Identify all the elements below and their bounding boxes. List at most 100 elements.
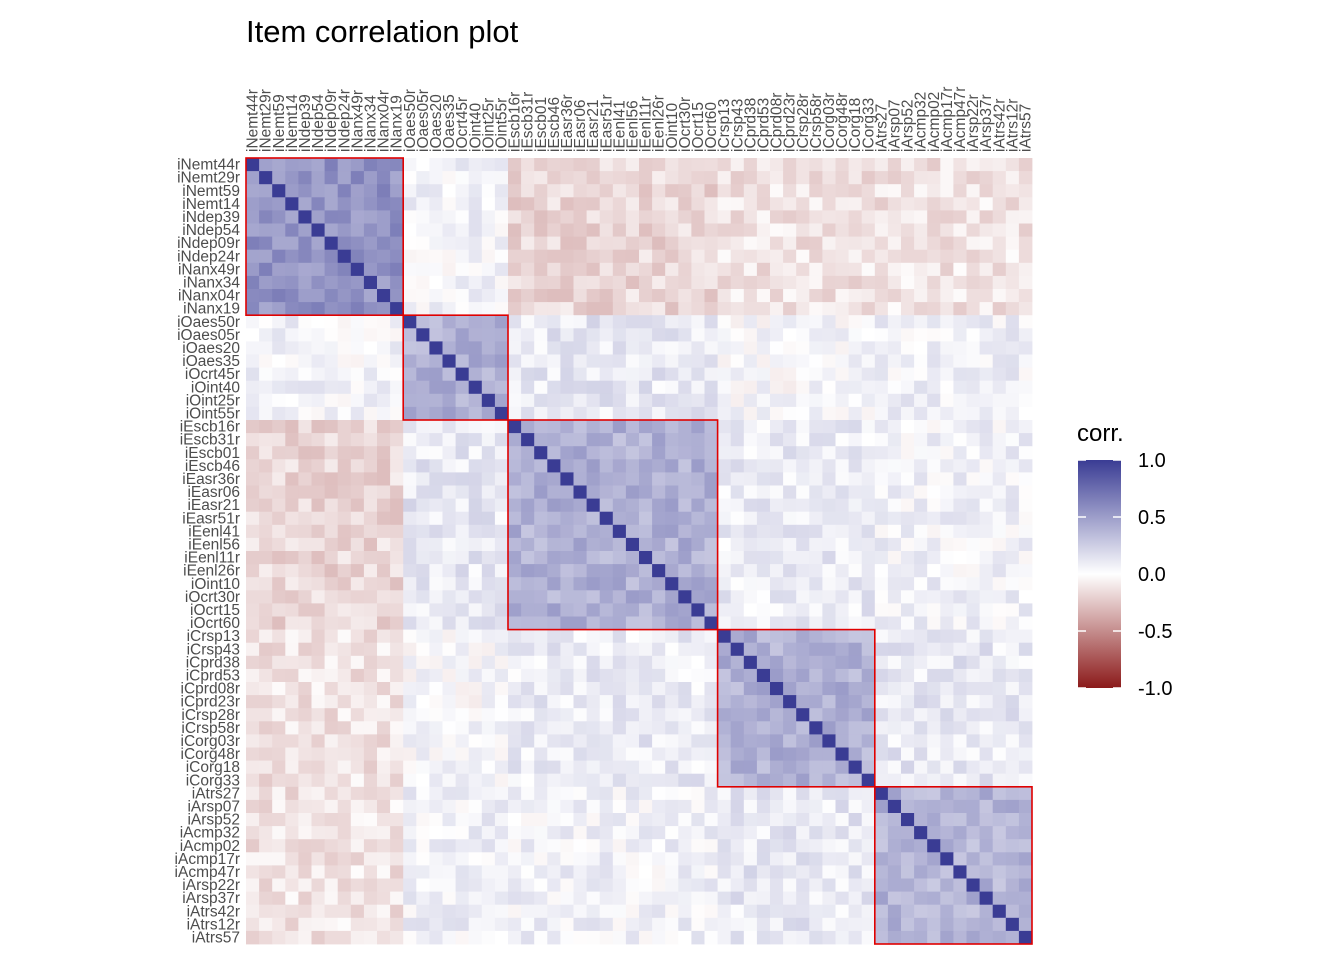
heatmap-cell bbox=[901, 210, 915, 224]
heatmap-cell bbox=[390, 341, 404, 355]
heatmap-cell bbox=[521, 773, 535, 788]
heatmap-cell bbox=[468, 682, 483, 696]
heatmap-cell bbox=[914, 721, 928, 735]
heatmap-cell bbox=[573, 184, 587, 198]
heatmap-cell bbox=[403, 655, 417, 670]
heatmap-cell bbox=[534, 511, 548, 526]
heatmap-cell bbox=[298, 590, 312, 604]
heatmap-cell bbox=[246, 852, 260, 866]
heatmap-cell bbox=[311, 459, 325, 473]
heatmap-cell bbox=[874, 472, 889, 486]
heatmap-cell bbox=[809, 616, 823, 630]
heatmap-cell bbox=[259, 655, 273, 670]
heatmap-cell bbox=[534, 459, 548, 473]
heatmap-cell bbox=[940, 878, 954, 892]
heatmap-cell bbox=[416, 577, 430, 591]
heatmap-cell bbox=[639, 328, 653, 342]
heatmap-cell bbox=[665, 406, 679, 421]
heatmap-cell bbox=[914, 524, 928, 539]
heatmap-cell bbox=[612, 668, 627, 683]
heatmap-cell bbox=[403, 262, 417, 277]
heatmap-cell bbox=[796, 616, 810, 630]
heatmap-cell bbox=[756, 367, 771, 382]
heatmap-cell bbox=[298, 930, 312, 945]
heatmap-cell bbox=[573, 747, 587, 761]
heatmap-cell bbox=[625, 158, 640, 172]
heatmap-cell bbox=[455, 655, 470, 670]
heatmap-cell bbox=[560, 564, 574, 578]
heatmap-cell bbox=[743, 930, 758, 945]
heatmap-cell bbox=[678, 354, 692, 368]
heatmap-cell bbox=[442, 773, 456, 788]
heatmap-cell bbox=[927, 551, 941, 565]
heatmap-cell bbox=[481, 537, 496, 552]
heatmap-cell bbox=[809, 917, 823, 932]
heatmap-cell bbox=[468, 367, 483, 382]
heatmap-cell bbox=[678, 590, 692, 604]
heatmap-cell bbox=[272, 341, 286, 355]
heatmap-cell bbox=[678, 420, 692, 434]
x-tick-label: iCprd08r bbox=[769, 93, 786, 152]
heatmap-cell bbox=[390, 315, 404, 329]
heatmap-cell bbox=[966, 917, 980, 932]
heatmap-cell bbox=[599, 171, 614, 185]
heatmap-cell bbox=[508, 786, 522, 801]
heatmap-cell bbox=[796, 184, 810, 198]
heatmap-cell bbox=[665, 354, 679, 368]
heatmap-cell bbox=[927, 406, 941, 421]
heatmap-cell bbox=[914, 223, 928, 237]
heatmap-cell bbox=[796, 839, 810, 853]
heatmap-cell bbox=[639, 262, 653, 277]
heatmap-cell bbox=[756, 393, 771, 408]
heatmap-cell bbox=[259, 249, 273, 264]
heatmap-cell bbox=[966, 721, 980, 735]
heatmap-cell bbox=[311, 773, 325, 788]
heatmap-cell bbox=[298, 511, 312, 526]
heatmap-cell bbox=[979, 590, 994, 604]
heatmap-cell bbox=[416, 904, 430, 919]
heatmap-cell bbox=[429, 433, 443, 447]
heatmap-cell bbox=[521, 603, 535, 617]
heatmap-cell bbox=[940, 655, 954, 670]
heatmap-cell bbox=[914, 380, 928, 395]
heatmap-cell bbox=[442, 668, 456, 683]
heatmap-cell bbox=[652, 786, 666, 801]
heatmap-cell bbox=[337, 786, 352, 801]
heatmap-cell bbox=[311, 537, 325, 552]
heatmap-cell bbox=[770, 406, 784, 421]
heatmap-cell bbox=[1005, 367, 1020, 382]
heatmap-cell bbox=[259, 367, 273, 382]
heatmap-cell bbox=[416, 433, 430, 447]
heatmap-cell bbox=[337, 682, 352, 696]
heatmap-cell bbox=[770, 590, 784, 604]
heatmap-cell bbox=[796, 302, 810, 316]
heatmap-cell bbox=[494, 826, 509, 840]
heatmap-cell bbox=[691, 511, 705, 526]
heatmap-cell bbox=[966, 826, 980, 840]
heatmap-cell bbox=[455, 406, 470, 421]
heatmap-cell bbox=[494, 799, 509, 814]
heatmap-cell bbox=[377, 184, 391, 198]
heatmap-cell bbox=[835, 891, 849, 906]
heatmap-cell bbox=[783, 642, 797, 657]
heatmap-cell bbox=[730, 210, 745, 224]
heatmap-cell bbox=[887, 262, 902, 277]
heatmap-cell bbox=[311, 655, 325, 670]
heatmap-cell bbox=[350, 184, 365, 198]
heatmap-cell bbox=[324, 354, 339, 368]
heatmap-cell bbox=[992, 485, 1007, 499]
heatmap-cell bbox=[1005, 498, 1020, 513]
heatmap-cell bbox=[442, 734, 456, 748]
heatmap-cell bbox=[560, 249, 574, 264]
heatmap-cell bbox=[953, 577, 967, 591]
heatmap-cell bbox=[350, 786, 365, 801]
heatmap-cell bbox=[390, 184, 404, 198]
heatmap-cell bbox=[363, 433, 378, 447]
heatmap-cell bbox=[822, 577, 836, 591]
heatmap-cell bbox=[665, 564, 679, 578]
x-tick-label: iArsp22r bbox=[965, 94, 982, 152]
heatmap-cell bbox=[1018, 839, 1033, 853]
heatmap-cell bbox=[560, 708, 574, 722]
heatmap-cell bbox=[704, 930, 718, 945]
heatmap-cell bbox=[560, 878, 574, 892]
